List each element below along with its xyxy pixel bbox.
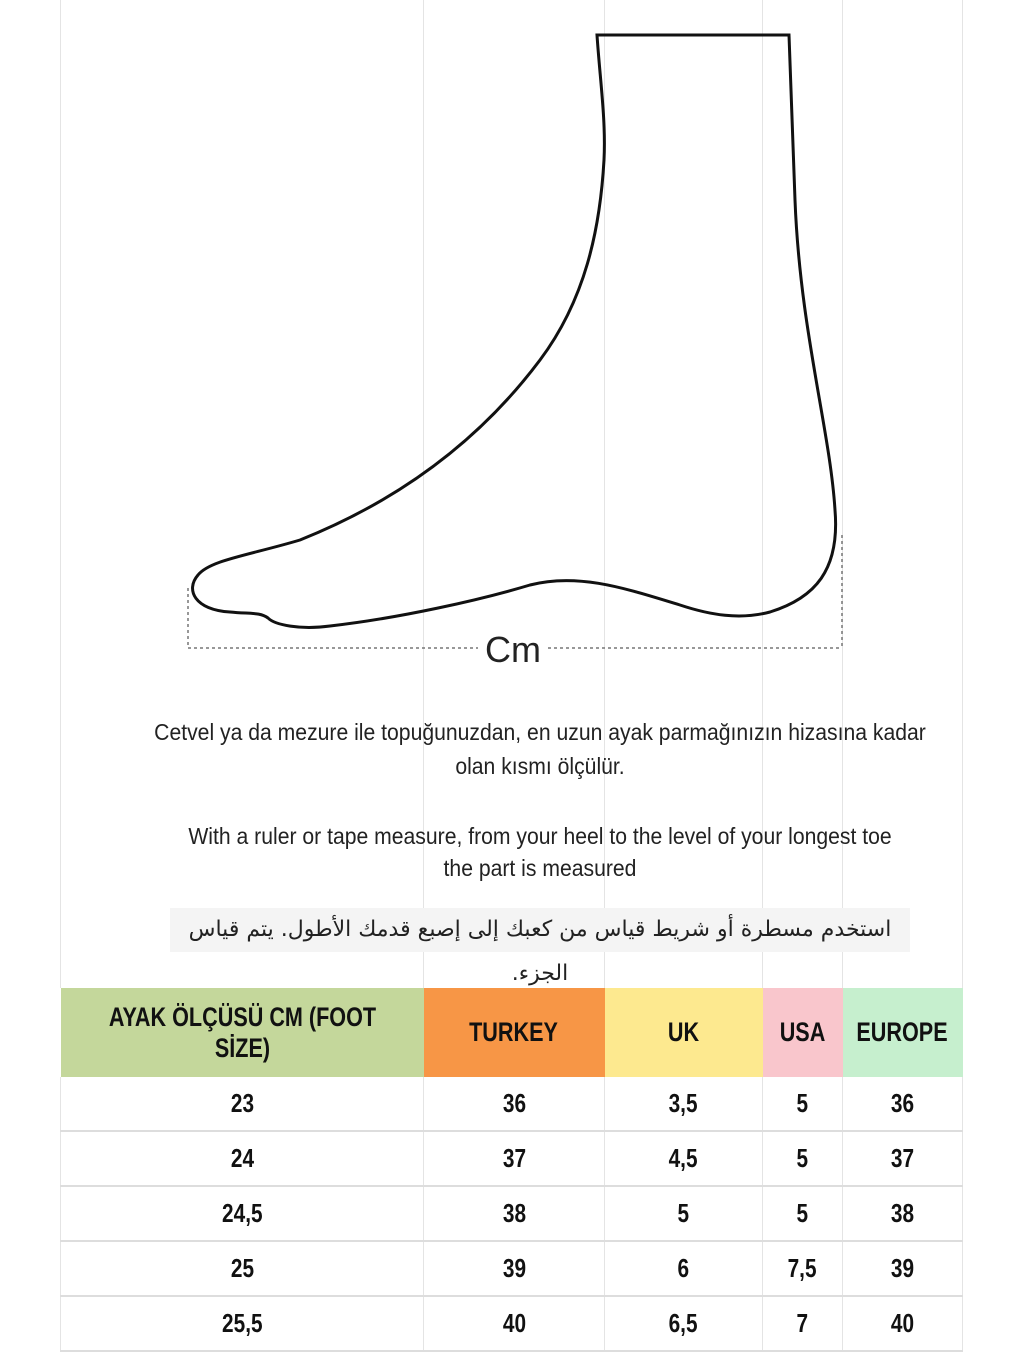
table-cell-uk: 6	[604, 1241, 763, 1297]
table-cell-foot-size-cm: 24	[60, 1131, 424, 1187]
cell-value: 36	[502, 1088, 526, 1118]
column-header-uk: UK	[604, 988, 763, 1077]
cell-value: 7,5	[788, 1253, 817, 1283]
column-header-label: EUROPE	[856, 1017, 949, 1047]
table-cell-turkey: 39	[423, 1241, 605, 1297]
cell-value: 4,5	[669, 1143, 698, 1173]
table-cell-turkey: 36	[423, 1077, 605, 1132]
cell-value: 25	[230, 1253, 254, 1283]
table-cell-europe: 39	[842, 1241, 963, 1297]
instruction-turkish-line1: Cetvel ya da mezure ile topuğunuzdan, en…	[154, 719, 926, 745]
instruction-turkish-line2: olan kısmı ölçülür.	[455, 753, 625, 779]
cell-value: 6	[677, 1253, 690, 1283]
table-cell-foot-size-cm: 24,5	[60, 1186, 424, 1242]
column-header-label: AYAK ÖLÇÜSÜ CM (FOOT SİZE)	[108, 1001, 376, 1063]
column-header-foot-size-cm: AYAK ÖLÇÜSÜ CM (FOOT SİZE)	[60, 988, 424, 1077]
table-cell-usa: 7,5	[762, 1241, 843, 1297]
cell-value: 36	[890, 1088, 915, 1118]
table-row: 25,5 40 6,5 7 40	[60, 1296, 963, 1352]
table-cell-europe: 38	[842, 1186, 963, 1242]
table-cell-usa: 7	[762, 1296, 843, 1352]
cell-value: 7	[796, 1308, 809, 1338]
table-row: 24,5 38 5 5 38	[60, 1186, 963, 1242]
cell-value: 5	[796, 1143, 809, 1173]
table-header-row: AYAK ÖLÇÜSÜ CM (FOOT SİZE) TURKEY UK USA EUR…	[60, 988, 963, 1077]
table-cell-turkey: 40	[423, 1296, 605, 1352]
table-cell-usa: 5	[762, 1186, 843, 1242]
cell-value: 39	[890, 1253, 915, 1283]
cell-value: 40	[890, 1308, 915, 1338]
table-cell-foot-size-cm: 25,5	[60, 1296, 424, 1352]
cell-value: 3,5	[669, 1088, 698, 1118]
grid-line	[60, 0, 61, 988]
instruction-english-line1: With a ruler or tape measure, from your …	[188, 823, 892, 849]
column-header-label: TURKEY	[469, 1017, 559, 1047]
cell-value: 37	[502, 1143, 526, 1173]
grid-line	[762, 0, 763, 988]
table-cell-foot-size-cm: 25	[60, 1241, 424, 1297]
table-row: 25 39 6 7,5 39	[60, 1241, 963, 1297]
foot-outline-diagram: Cm	[187, 33, 843, 670]
cell-value: 38	[502, 1198, 526, 1228]
table-cell-usa: 5	[762, 1077, 843, 1132]
cell-value: 23	[230, 1088, 254, 1118]
table-row: 24 37 4,5 5 37	[60, 1131, 963, 1187]
table-cell-turkey: 37	[423, 1131, 605, 1187]
cell-value: 5	[677, 1198, 690, 1228]
table-cell-usa: 5	[762, 1131, 843, 1187]
grid-line	[604, 0, 605, 988]
cell-value: 38	[890, 1198, 915, 1228]
measure-label: Cm	[485, 629, 541, 670]
column-header-label: USA	[779, 1017, 826, 1047]
table-cell-foot-size-cm: 23	[60, 1077, 424, 1132]
column-header-usa: USA	[762, 988, 843, 1077]
table-cell-europe: 36	[842, 1077, 963, 1132]
cell-value: 39	[502, 1253, 526, 1283]
instruction-english-line2: the part is measured	[443, 855, 637, 881]
size-chart-table: AYAK ÖLÇÜSÜ CM (FOOT SİZE) TURKEY UK USA EUR…	[60, 988, 963, 1352]
grid-line	[962, 0, 963, 988]
table-cell-uk: 4,5	[604, 1131, 763, 1187]
grid-line	[423, 0, 424, 988]
table-row: 23 36 3,5 5 36	[60, 1077, 963, 1132]
cell-value: 5	[796, 1198, 809, 1228]
cell-value: 5	[796, 1088, 809, 1118]
cell-value: 6,5	[669, 1308, 698, 1338]
grid-line	[842, 0, 843, 988]
table-cell-uk: 5	[604, 1186, 763, 1242]
table-body: 23 36 3,5 5 36 24 37 4,5 5 37 24,5 38 5 5 38 25 39 6 7,5 39…	[60, 1077, 963, 1352]
cell-value: 37	[890, 1143, 915, 1173]
table-cell-uk: 6,5	[604, 1296, 763, 1352]
column-header-turkey: TURKEY	[423, 988, 605, 1077]
cell-value: 40	[502, 1308, 526, 1338]
cell-value: 24	[230, 1143, 254, 1173]
cell-value: 25,5	[221, 1308, 263, 1338]
cell-value: 24,5	[221, 1198, 263, 1228]
table-cell-europe: 37	[842, 1131, 963, 1187]
foot-outline	[191, 33, 838, 629]
column-header-europe: EUROPE	[842, 988, 963, 1077]
table-cell-uk: 3,5	[604, 1077, 763, 1132]
table-cell-europe: 40	[842, 1296, 963, 1352]
column-header-label: UK	[667, 1017, 700, 1047]
instruction-arabic: استخدم مسطرة أو شريط قياس من كعبك إلى إص…	[170, 908, 910, 986]
table-cell-turkey: 38	[423, 1186, 605, 1242]
